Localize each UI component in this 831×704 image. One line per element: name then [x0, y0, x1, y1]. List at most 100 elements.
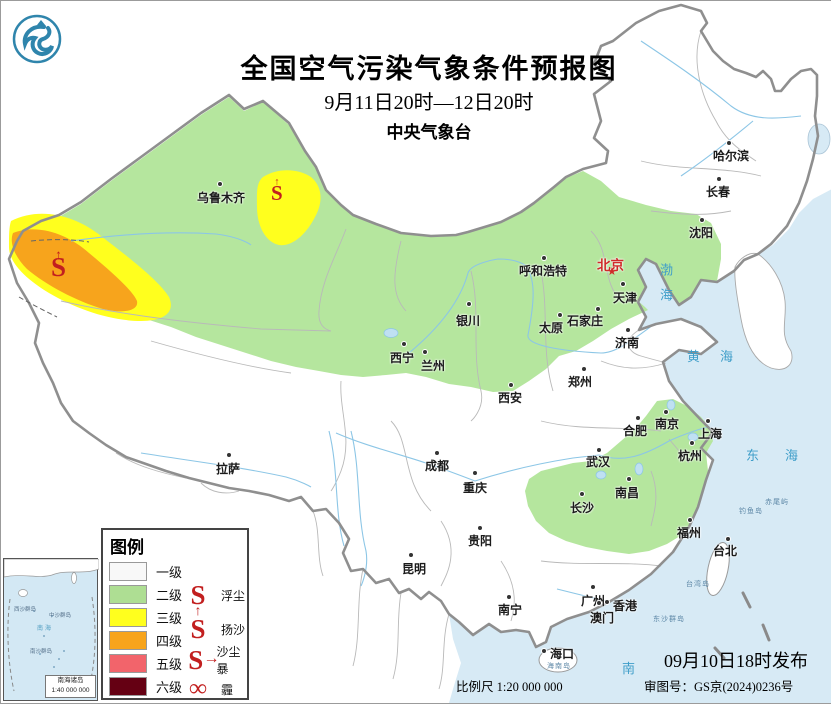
- city-label: 天津: [613, 291, 638, 305]
- city-label: 乌鲁木齐: [197, 191, 246, 205]
- legend-color-swatch: [109, 608, 147, 627]
- city-marker: [435, 451, 439, 455]
- city-label: 石家庄: [567, 314, 604, 328]
- city-marker: [597, 601, 601, 605]
- inset-island-label: 西沙群岛: [14, 607, 37, 613]
- city-marker: [509, 383, 513, 387]
- inset-scale-box: 南海诸岛 1:40 000 000: [45, 675, 96, 698]
- legend-level-label: 四级: [156, 634, 183, 649]
- legend-symbol-row: S 浮尘: [183, 580, 245, 610]
- undefined-borders: [18, 239, 90, 318]
- sea-label: 东海: [746, 448, 825, 463]
- level4-region-west: [11, 229, 138, 312]
- legend-color-swatch: [109, 562, 147, 581]
- city-marker: [507, 595, 511, 599]
- city-label: 南宁: [498, 603, 523, 617]
- city-marker: [636, 416, 640, 420]
- city-label: 长春: [706, 185, 731, 199]
- city-label: 武汉: [586, 455, 611, 469]
- city-marker: [605, 600, 609, 604]
- level2-region-southeast: [525, 399, 713, 554]
- hainan-island: [538, 647, 578, 673]
- city-label: 兰州: [421, 359, 446, 373]
- inset-graphic: [3, 558, 100, 692]
- city-label: 南京: [655, 417, 680, 431]
- legend-symbol-row: ∞ 霾: [183, 674, 233, 703]
- city-label: 郑州: [568, 375, 593, 389]
- city-marker: [478, 526, 482, 530]
- city-label: 西安: [498, 391, 523, 405]
- city-label: 南昌: [615, 486, 640, 500]
- city-label: 拉萨: [216, 462, 241, 476]
- capital-label: 北京: [597, 258, 624, 273]
- city-marker: [542, 256, 546, 260]
- city-marker: [597, 448, 601, 452]
- mai-symbol-icon: ∞: [189, 675, 207, 702]
- city-label: 长沙: [570, 501, 595, 515]
- legend-symbol-row: S → 沙尘暴: [183, 645, 247, 676]
- city-marker: [727, 141, 731, 145]
- city-marker: [706, 419, 710, 423]
- city-marker: [690, 441, 694, 445]
- city-label: 昆明: [402, 562, 427, 576]
- legend-symbol-label: 扬沙: [221, 622, 246, 637]
- city-marker: [717, 177, 721, 181]
- inset-island-label: 中沙群岛: [49, 613, 72, 619]
- city-marker: [700, 218, 704, 222]
- city-marker: [227, 453, 231, 457]
- sea-label: 南: [622, 661, 636, 676]
- legend-color-swatch: [109, 631, 147, 650]
- sea-label: 台湾岛: [686, 581, 710, 588]
- city-marker: [218, 182, 222, 186]
- sea-label: 海南岛: [547, 663, 571, 670]
- dash-line-segments: [713, 591, 771, 660]
- legend-level-row: 二级: [109, 585, 247, 604]
- sea-label: 黄海: [687, 349, 754, 364]
- release-time: 09月10日18时发布: [664, 651, 808, 671]
- legend-symbol-label: 浮尘: [221, 588, 246, 603]
- legend-level-row: 六级: [109, 677, 247, 696]
- yangsha-symbol-icon: S ↑: [271, 176, 283, 205]
- city-marker: [473, 471, 477, 475]
- city-label: 济南: [615, 336, 640, 350]
- city-label: 海口: [550, 647, 575, 661]
- legend-color-swatch: [109, 654, 147, 673]
- shachenbao-symbol-icon: S →: [188, 645, 220, 675]
- city-marker: [582, 367, 586, 371]
- city-marker: [688, 518, 692, 522]
- city-marker: [664, 410, 668, 414]
- china-national-border: [7, 3, 820, 649]
- city-label: 重庆: [463, 481, 488, 495]
- city-label: 杭州: [678, 449, 703, 463]
- city-label: 呼和浩特: [519, 264, 568, 278]
- yangsha-symbol-icon: S ↑: [190, 604, 206, 644]
- city-label: 哈尔滨: [713, 149, 750, 163]
- city-label: 合肥: [623, 424, 648, 438]
- city-marker: [726, 537, 730, 541]
- province-borders: [60, 30, 762, 690]
- legend-level-label: 三级: [156, 611, 183, 626]
- fuchen-symbol-icon: S: [190, 580, 206, 610]
- city-label: 福州: [677, 526, 702, 540]
- city-label: 成都: [425, 459, 450, 473]
- city-label: 银川: [456, 314, 481, 328]
- city-label: 澳门: [590, 611, 615, 625]
- korea-landmass: [734, 252, 793, 370]
- inset-scale: 1:40 000 000: [51, 687, 90, 694]
- legend-symbol-label: 沙尘暴: [216, 645, 241, 676]
- city-marker: [409, 553, 413, 557]
- city-label: 西宁: [390, 351, 415, 365]
- level3-region-urumqi: [256, 170, 321, 246]
- lakes: [383, 328, 699, 480]
- city-label: 贵阳: [468, 534, 493, 548]
- city-marker: [626, 328, 630, 332]
- city-label: 沈阳: [689, 226, 714, 240]
- sea-area: [449, 189, 831, 703]
- legend-level-label: 六级: [156, 680, 183, 695]
- legend-level-label: 一级: [156, 565, 183, 580]
- legend-color-swatch: [109, 585, 147, 604]
- sea-label: 赤尾屿: [765, 499, 789, 506]
- legend-level-label: 五级: [156, 657, 183, 672]
- legend-box: 图例 一级 二级 三级 四级 五级 六级 S 浮尘 S ↑ 扬沙 S → 沙尘暴 ∞ 霾: [101, 528, 249, 702]
- rivers: [70, 40, 802, 602]
